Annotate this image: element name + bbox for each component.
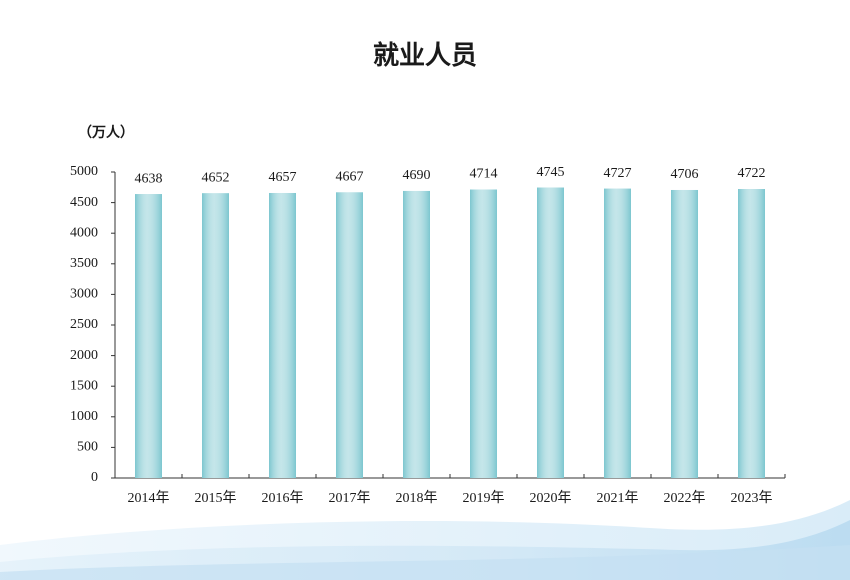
x-tick-label: 2022年 — [664, 490, 706, 506]
data-label: 4722 — [738, 166, 766, 181]
bar-group — [336, 192, 363, 479]
bar-shine — [202, 193, 229, 478]
data-label: 4652 — [202, 171, 230, 186]
y-tick-label: 4000 — [70, 225, 98, 240]
y-axis-label: （万人） — [78, 124, 134, 141]
bar-group — [135, 194, 162, 478]
data-label: 4638 — [135, 171, 163, 186]
y-tick-label: 2500 — [70, 317, 98, 332]
data-label: 4714 — [470, 167, 498, 182]
bar-shine — [738, 189, 765, 478]
data-label: 4657 — [269, 170, 297, 185]
bar-group — [269, 192, 296, 479]
bar-shine — [671, 189, 698, 478]
bar-shine — [336, 192, 363, 479]
bar-shine — [604, 188, 631, 479]
y-tick-label: 3500 — [70, 256, 98, 271]
bar-shine — [537, 187, 564, 478]
data-label: 4706 — [671, 167, 699, 182]
y-tick-label: 2000 — [70, 348, 98, 363]
bar-group — [604, 188, 631, 479]
bar-shine — [403, 190, 430, 479]
y-tick-label: 0 — [91, 470, 98, 485]
bar-shine — [470, 189, 497, 478]
x-tick-label: 2019年 — [463, 490, 505, 506]
chart-title: 就业人员 — [373, 41, 477, 70]
x-tick-label: 2020年 — [530, 490, 572, 506]
data-label: 4690 — [403, 168, 431, 183]
y-tick-label: 3000 — [70, 287, 98, 302]
bar-group — [537, 187, 564, 478]
y-tick-label: 1000 — [70, 409, 98, 424]
data-label: 4745 — [537, 165, 565, 180]
x-tick-label: 2018年 — [396, 490, 438, 506]
y-tick-label: 1500 — [70, 378, 98, 393]
background-wave — [0, 500, 850, 580]
bar-group — [470, 189, 497, 478]
bar-group — [671, 189, 698, 478]
x-tick-label: 2021年 — [597, 490, 639, 506]
bar-group — [738, 189, 765, 478]
bar-shine — [269, 192, 296, 479]
x-tick-label: 2015年 — [195, 490, 237, 506]
x-tick-label: 2017年 — [329, 490, 371, 506]
y-tick-label: 5000 — [70, 164, 98, 179]
data-label: 4727 — [604, 166, 632, 181]
x-tick-label: 2014年 — [128, 490, 170, 506]
x-tick-label: 2016年 — [262, 490, 304, 506]
data-label: 4667 — [336, 170, 364, 185]
y-tick-label: 4500 — [70, 195, 98, 210]
bar-group — [403, 190, 430, 479]
bar-group — [202, 193, 229, 478]
y-tick-label: 500 — [77, 440, 98, 455]
x-tick-label: 2023年 — [731, 490, 773, 506]
bar-shine — [135, 194, 162, 478]
